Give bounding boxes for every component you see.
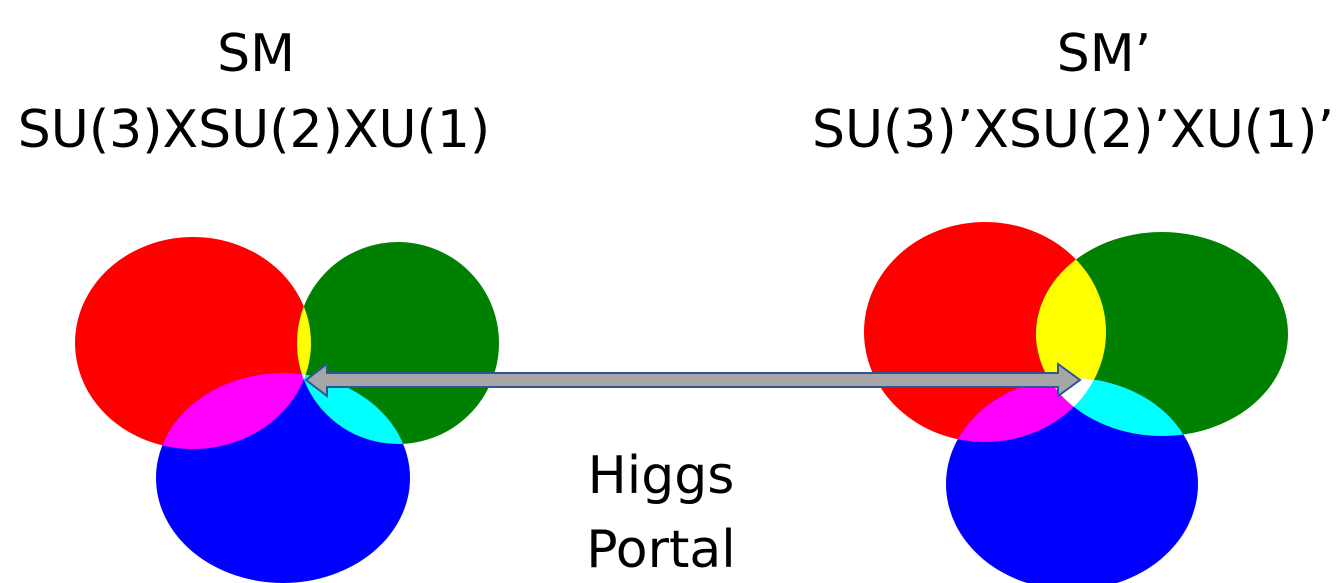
- right-gauge-group: SU(3)’XSU(2)’XU(1)’: [811, 100, 1335, 160]
- right-magenta-overlap: [946, 378, 1106, 442]
- right-cyan-overlap: [1036, 378, 1198, 436]
- left-magenta-overlap: [156, 373, 311, 449]
- left-venn-diagram: [75, 237, 499, 583]
- left-model-name: SM: [217, 24, 295, 84]
- portal-double-arrow: [304, 361, 1082, 399]
- right-model-name: SM’: [1056, 24, 1152, 84]
- portal-label-line2: Portal: [586, 520, 736, 580]
- portal-label-line1: Higgs: [587, 446, 735, 506]
- left-cyan-overlap: [297, 373, 410, 444]
- left-gauge-group: SU(3)XSU(2)XU(1): [17, 100, 491, 160]
- right-venn-diagram: [864, 222, 1288, 583]
